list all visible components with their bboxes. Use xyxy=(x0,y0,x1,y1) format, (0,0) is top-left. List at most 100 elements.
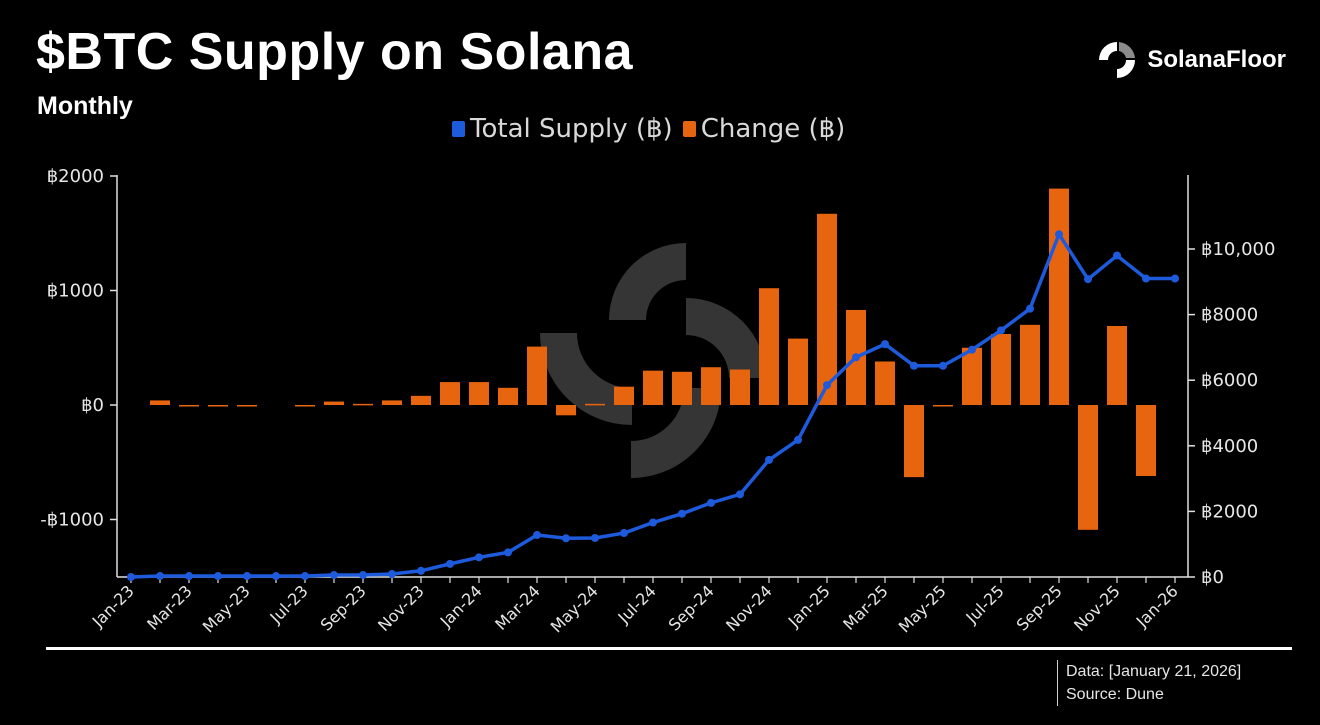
x-axis-tick-label: Nov-25 xyxy=(1070,581,1124,635)
watermark-logo-icon xyxy=(540,243,766,478)
x-axis-tick-label: Jan-24 xyxy=(436,581,486,631)
right-axis-tick-label: ฿2000 xyxy=(1201,501,1258,522)
left-axis-tick-label: -฿1000 xyxy=(40,510,104,531)
total-supply-point xyxy=(707,498,715,507)
change-bar xyxy=(1020,324,1040,405)
total-supply-point xyxy=(359,571,367,580)
brand-name: SolanaFloor xyxy=(1147,46,1286,73)
chart-subtitle: Monthly xyxy=(37,92,133,120)
change-bar xyxy=(208,405,228,407)
x-axis-tick-label: Sep-24 xyxy=(665,581,718,634)
change-bar xyxy=(527,346,547,405)
x-axis-tick-label: Jul-23 xyxy=(266,581,312,627)
total-supply-point xyxy=(1113,251,1121,260)
change-bar xyxy=(672,371,692,405)
change-bar xyxy=(324,401,344,405)
total-supply-point xyxy=(214,572,222,581)
data-date-note: Data: [January 21, 2026] xyxy=(1066,663,1242,680)
right-axis-tick-label: ฿4000 xyxy=(1201,436,1258,457)
total-supply-point xyxy=(1084,275,1092,284)
total-supply-point xyxy=(678,509,686,518)
x-axis-tick-label: Jan-23 xyxy=(88,581,138,631)
total-supply-point xyxy=(185,572,193,581)
total-supply-point xyxy=(736,490,744,499)
change-bar xyxy=(150,400,170,405)
brand-logo: SolanaFloor xyxy=(1095,38,1286,82)
change-bar xyxy=(237,405,257,407)
change-bar xyxy=(962,347,982,405)
footer-divider xyxy=(46,647,1292,650)
change-bar xyxy=(1107,325,1127,405)
change-bar xyxy=(179,405,199,407)
total-supply-point xyxy=(1026,304,1034,313)
total-supply-point xyxy=(1055,230,1063,239)
change-bar xyxy=(353,403,373,406)
x-axis-tick-label: Jan-25 xyxy=(784,581,834,631)
total-supply-point xyxy=(446,559,454,568)
total-supply-point xyxy=(591,533,599,542)
total-supply-point xyxy=(1171,274,1179,283)
change-bar xyxy=(991,334,1011,405)
total-supply-point xyxy=(765,455,773,464)
change-bar xyxy=(788,338,808,405)
legend-item-total-supply: Total Supply (฿) xyxy=(452,114,673,144)
change-bar xyxy=(411,395,431,405)
total-supply-point xyxy=(127,573,135,581)
total-supply-point xyxy=(852,353,860,362)
total-supply-point xyxy=(997,326,1005,335)
total-supply-point xyxy=(794,435,802,444)
change-bar xyxy=(1136,405,1156,476)
right-axis-tick-label: ฿6000 xyxy=(1201,370,1258,391)
total-supply-point xyxy=(417,566,425,575)
total-supply-point xyxy=(330,571,338,580)
total-supply-point xyxy=(388,570,396,579)
change-bar xyxy=(1049,188,1069,405)
x-axis-tick-label: Sep-23 xyxy=(317,581,370,634)
change-bar xyxy=(585,403,605,406)
x-axis-tick-label: Jul-25 xyxy=(962,581,1008,627)
total-supply-point xyxy=(156,572,164,581)
change-bar xyxy=(498,387,518,405)
right-axis-tick-label: ฿0 xyxy=(1201,567,1224,588)
chart-title: $BTC Supply on Solana xyxy=(36,23,633,81)
legend-label-total-supply: Total Supply (฿) xyxy=(470,114,673,144)
legend-swatch-total-supply xyxy=(452,121,465,137)
x-axis-tick-label: May-23 xyxy=(199,581,254,636)
total-supply-point xyxy=(968,345,976,354)
x-axis-tick-label: Jul-24 xyxy=(614,581,660,627)
total-supply-point xyxy=(562,534,570,543)
change-bar xyxy=(904,405,924,478)
x-axis-tick-label: Nov-24 xyxy=(722,581,776,635)
legend-label-change: Change (฿) xyxy=(700,114,846,144)
change-bar xyxy=(469,382,489,405)
change-bar xyxy=(440,382,460,405)
x-axis-tick-label: Jan-26 xyxy=(1132,581,1182,631)
x-axis-tick-label: May-24 xyxy=(547,581,602,636)
right-axis-tick-label: ฿8000 xyxy=(1201,305,1258,326)
x-axis-tick-label: May-25 xyxy=(895,581,950,636)
solana-floor-logo-icon xyxy=(1099,42,1136,78)
x-axis-tick-label: Sep-25 xyxy=(1013,581,1066,634)
source-note: Source: Dune xyxy=(1066,686,1164,703)
x-axis-tick-label: Mar-24 xyxy=(491,581,544,634)
total-supply-point xyxy=(620,529,628,538)
change-bar xyxy=(817,213,837,405)
chart-legend: Total Supply (฿) Change (฿) xyxy=(452,114,855,144)
total-supply-point xyxy=(823,381,831,390)
total-supply-point xyxy=(881,340,889,349)
total-supply-point xyxy=(649,518,657,527)
x-axis-tick-label: Nov-23 xyxy=(374,581,428,635)
change-bar xyxy=(701,367,721,405)
change-bar xyxy=(382,400,402,405)
left-axis-tick-label: ฿0 xyxy=(81,395,104,416)
change-bar xyxy=(295,405,315,407)
change-bar xyxy=(643,370,663,405)
total-supply-point xyxy=(475,553,483,562)
x-axis-tick-label: Mar-23 xyxy=(143,581,196,634)
total-supply-point xyxy=(243,572,251,581)
right-axis-tick-label: ฿10,000 xyxy=(1201,239,1275,260)
change-bar xyxy=(875,361,895,405)
left-axis-tick-label: ฿2000 xyxy=(47,166,104,187)
total-supply-point xyxy=(533,531,541,540)
